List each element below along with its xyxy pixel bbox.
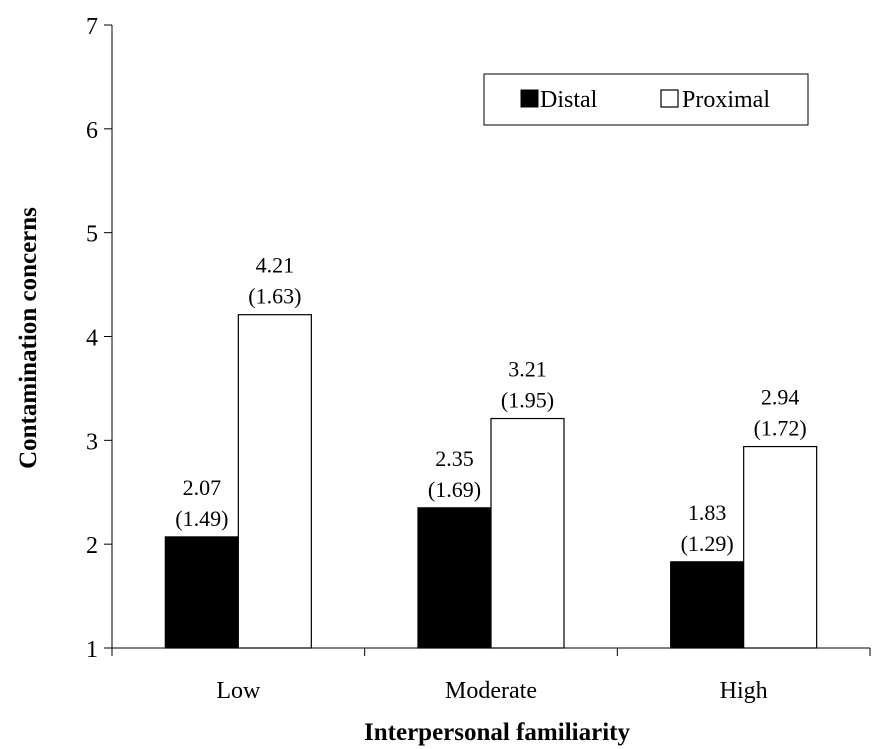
x-tick-label: Moderate bbox=[445, 678, 537, 704]
legend-label-distal: Distal bbox=[540, 87, 598, 113]
data-label-value: 3.21 bbox=[508, 357, 547, 382]
bar-distal bbox=[670, 561, 745, 649]
legend: Distal Proximal bbox=[483, 73, 809, 126]
y-tick-label: 3 bbox=[86, 429, 98, 455]
x-tick-label: High bbox=[720, 678, 768, 704]
legend-swatch-proximal bbox=[660, 89, 679, 108]
data-label-sd: (1.95) bbox=[501, 388, 554, 413]
data-label-value: 2.35 bbox=[435, 446, 474, 471]
x-tick-label: Low bbox=[216, 678, 261, 704]
data-labels: 2.07 (1.49) 4.21 (1.63) 2.35 (1.69) 3.21 (1.95)… bbox=[175, 253, 806, 556]
data-label-value: 2.07 bbox=[183, 475, 222, 500]
y-tick-label: 2 bbox=[86, 533, 98, 559]
data-label-sd: (1.63) bbox=[248, 284, 301, 309]
data-label-sd: (1.49) bbox=[175, 506, 228, 531]
bar-distal bbox=[417, 507, 492, 649]
data-label-value: 2.94 bbox=[761, 385, 800, 410]
data-label-value: 4.21 bbox=[256, 253, 295, 278]
x-axis-title: Interpersonal familiarity bbox=[364, 719, 630, 746]
bar-proximal bbox=[237, 314, 312, 649]
y-axis-title: Contamination concerns bbox=[15, 207, 42, 469]
y-tick-label: 6 bbox=[86, 118, 98, 144]
legend-swatch-distal bbox=[520, 89, 539, 108]
data-label-value: 1.83 bbox=[688, 500, 727, 525]
data-label-sd: (1.69) bbox=[428, 477, 481, 502]
y-tick-label: 5 bbox=[86, 222, 98, 248]
data-label-sd: (1.29) bbox=[681, 531, 734, 556]
y-tick-label: 4 bbox=[86, 326, 98, 352]
axes: 1 2 3 4 5 6 7 Low Moderate High bbox=[86, 14, 871, 704]
data-label-sd: (1.72) bbox=[754, 416, 807, 441]
bar-proximal bbox=[743, 445, 818, 649]
y-tick-label: 7 bbox=[86, 14, 98, 40]
bar-proximal bbox=[490, 417, 565, 649]
y-tick-label: 1 bbox=[86, 637, 98, 663]
legend-label-proximal: Proximal bbox=[682, 87, 770, 113]
bar-distal bbox=[164, 536, 239, 649]
bars bbox=[164, 314, 818, 649]
